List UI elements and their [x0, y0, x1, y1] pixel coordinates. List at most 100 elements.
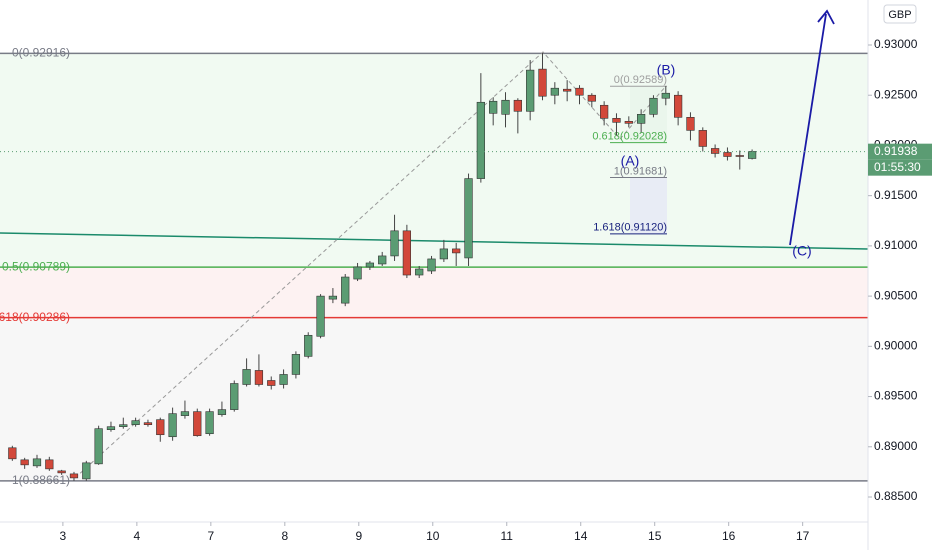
x-tick-label: 15: [648, 529, 662, 543]
candle-body: [106, 426, 116, 431]
zones: [0, 52, 868, 482]
candle-body: [427, 258, 436, 272]
candle-body: [674, 94, 683, 118]
y-tick-label: 0.88500: [874, 489, 918, 503]
wave-label: (B): [657, 62, 676, 78]
candle-body: [710, 148, 720, 154]
fib-label: 0(0.92916): [12, 46, 70, 60]
candle-body: [587, 94, 596, 102]
extension-label: 1(0.91681): [614, 165, 667, 177]
candle-body: [563, 88, 572, 92]
wave-label: (A): [621, 153, 640, 169]
candle-body: [20, 459, 29, 466]
x-tick-label: 9: [355, 529, 362, 543]
currency-button[interactable]: [883, 4, 917, 24]
y-tick-label: 0.92500: [874, 87, 918, 101]
candle-body: [57, 470, 66, 474]
candle-body: [415, 268, 424, 276]
candle-body: [353, 266, 362, 280]
candle-body: [538, 68, 547, 97]
candle-body: [45, 459, 54, 470]
trend-line: [0, 232, 869, 250]
candle-body: [180, 411, 190, 416]
countdown-tag: [868, 159, 932, 176]
candle-body: [217, 409, 227, 415]
fib-label: 0.5(0.90789): [2, 259, 70, 273]
y-tick-label: 0.89000: [874, 439, 918, 453]
x-tick-label: 14: [574, 529, 588, 543]
extension-label: 1.618(0.91120): [593, 222, 667, 234]
candle-body: [32, 458, 42, 467]
candle-body: [624, 121, 633, 124]
candle-body: [242, 369, 251, 385]
candle-body: [686, 117, 695, 131]
arrow-head: [817, 9, 835, 25]
candle-body: [8, 447, 17, 460]
x-tick-label: 7: [207, 529, 214, 543]
x-tick-label: 17: [796, 529, 810, 543]
x-tick-label: 11: [501, 529, 514, 543]
candle-body: [390, 230, 399, 257]
projection-arrow: [789, 13, 827, 246]
x-tick-label: 4: [134, 529, 141, 543]
candle-body: [82, 462, 91, 480]
candle-body: [464, 178, 473, 259]
candle-body: [69, 473, 79, 479]
y-tick-label: 0.90000: [874, 339, 918, 353]
candle-body: [661, 92, 670, 99]
currency-label[interactable]: GBP: [888, 9, 911, 21]
candle-body: [267, 380, 276, 386]
candle-body: [156, 419, 165, 436]
x-tick-label: 10: [426, 529, 440, 543]
fib-zone: [0, 267, 868, 318]
candle-body: [205, 411, 214, 435]
candle-body: [131, 420, 140, 425]
candle-body: [600, 104, 609, 119]
candle-body: [279, 374, 288, 385]
candle-body: [526, 69, 535, 112]
candle-body: [489, 100, 498, 114]
candle-body: [119, 424, 128, 427]
x-tick-label: 3: [60, 529, 67, 543]
candle-body: [723, 152, 732, 157]
candle-body: [747, 151, 757, 159]
fib-label: 1(0.88661): [12, 473, 70, 487]
candle-body: [550, 87, 559, 96]
candle-body: [230, 383, 239, 410]
candle-body: [439, 248, 448, 260]
candle-body: [575, 87, 584, 96]
wave-path: [74, 51, 667, 479]
extension-zone: [630, 177, 667, 234]
x-tick-label: 16: [722, 529, 736, 543]
extension-label: 0.618(0.92028): [592, 131, 667, 143]
price-tag: [868, 143, 932, 160]
candle-body: [698, 130, 707, 147]
candle-body: [637, 114, 646, 124]
candle-body: [649, 97, 658, 115]
candle-body: [341, 276, 350, 304]
fib-label: 618(0.90286): [0, 310, 70, 324]
x-tick-label: 8: [281, 529, 288, 543]
candle-body: [476, 101, 485, 179]
candle-body: [316, 295, 325, 337]
candle-body: [254, 370, 264, 385]
candle-body: [94, 428, 103, 465]
fib-zone: [0, 53, 868, 268]
candle-body: [304, 334, 313, 357]
y-tick-label: 0.93000: [874, 37, 918, 51]
candle-body: [402, 230, 411, 276]
fib-zone: [0, 317, 868, 481]
countdown-label: 01:55:30: [874, 160, 921, 174]
candle-body: [328, 295, 338, 300]
y-tick-label: 0.89500: [874, 389, 918, 403]
candle-body: [378, 255, 387, 265]
y-tick-label: 0.91500: [874, 188, 918, 202]
candle-body: [735, 155, 744, 157]
extension-label: 0(0.92589): [614, 74, 667, 86]
candle-body: [168, 413, 177, 438]
candle-body: [513, 99, 522, 112]
extension-zone: [630, 86, 667, 143]
candle-body: [501, 99, 510, 115]
candle-body: [452, 248, 461, 254]
